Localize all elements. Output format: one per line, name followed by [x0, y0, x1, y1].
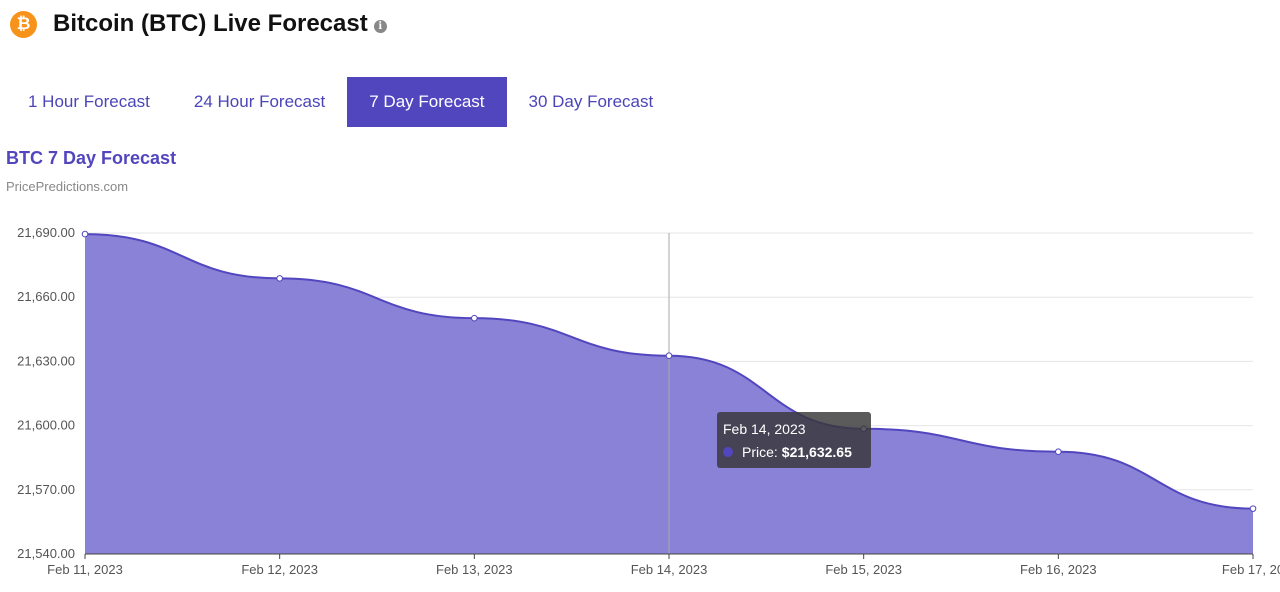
x-tick-label: Feb 17, 20 — [1222, 562, 1280, 577]
x-tick-label: Feb 11, 2023 — [47, 562, 123, 577]
x-tick-label: Feb 15, 2023 — [825, 562, 902, 577]
tooltip-value: $21,632.65 — [781, 444, 852, 460]
data-point — [81, 230, 89, 238]
forecast-tabs: 1 Hour Forecast 24 Hour Forecast 7 Day F… — [6, 77, 675, 127]
tab-24-hour-forecast[interactable]: 24 Hour Forecast — [193, 92, 326, 111]
info-icon[interactable]: i — [373, 19, 387, 33]
data-point — [1055, 448, 1062, 456]
page-title: Bitcoin (BTC) Live Forecast — [53, 10, 368, 37]
bitcoin-icon: ₿ — [10, 10, 37, 38]
tab-30-day-forecast[interactable]: 30 Day Forecast — [528, 92, 654, 111]
tab-7-day-forecast[interactable]: 7 Day Forecast — [347, 77, 507, 127]
x-tick-label: Feb 16, 2023 — [1020, 562, 1097, 577]
y-tick-label: 21,600.00 — [17, 418, 75, 433]
data-point — [276, 275, 283, 282]
data-point — [665, 352, 673, 360]
tooltip-price-row: Price: $21,632.65 — [723, 443, 865, 461]
tooltip-label: Price: — [742, 444, 778, 460]
tab-1-hour-forecast[interactable]: 1 Hour Forecast — [28, 92, 150, 111]
y-tick-label: 21,630.00 — [17, 353, 75, 368]
x-tick-label: Feb 12, 2023 — [241, 562, 318, 577]
y-tick-label: 21,540.00 — [17, 546, 75, 561]
chart-title: BTC 7 Day Forecast — [6, 148, 177, 168]
data-point — [1249, 505, 1257, 512]
x-tick-label: Feb 13, 2023 — [436, 562, 513, 577]
data-point — [471, 314, 478, 322]
y-tick-label: 21,660.00 — [17, 289, 75, 304]
page-header: ₿ Bitcoin (BTC) Live Forecast i — [10, 9, 387, 39]
x-tick-label: Feb 14, 2023 — [631, 562, 708, 577]
y-tick-label: 21,690.00 — [17, 225, 75, 240]
y-tick-label: 21,570.00 — [17, 482, 75, 497]
tooltip-date: Feb 14, 2023 — [723, 421, 806, 437]
chart-credit: PricePredictions.com — [6, 179, 129, 194]
series-marker-icon — [723, 447, 733, 457]
chart-tooltip: Feb 14, 2023 Price: $21,632.65 — [717, 412, 871, 468]
